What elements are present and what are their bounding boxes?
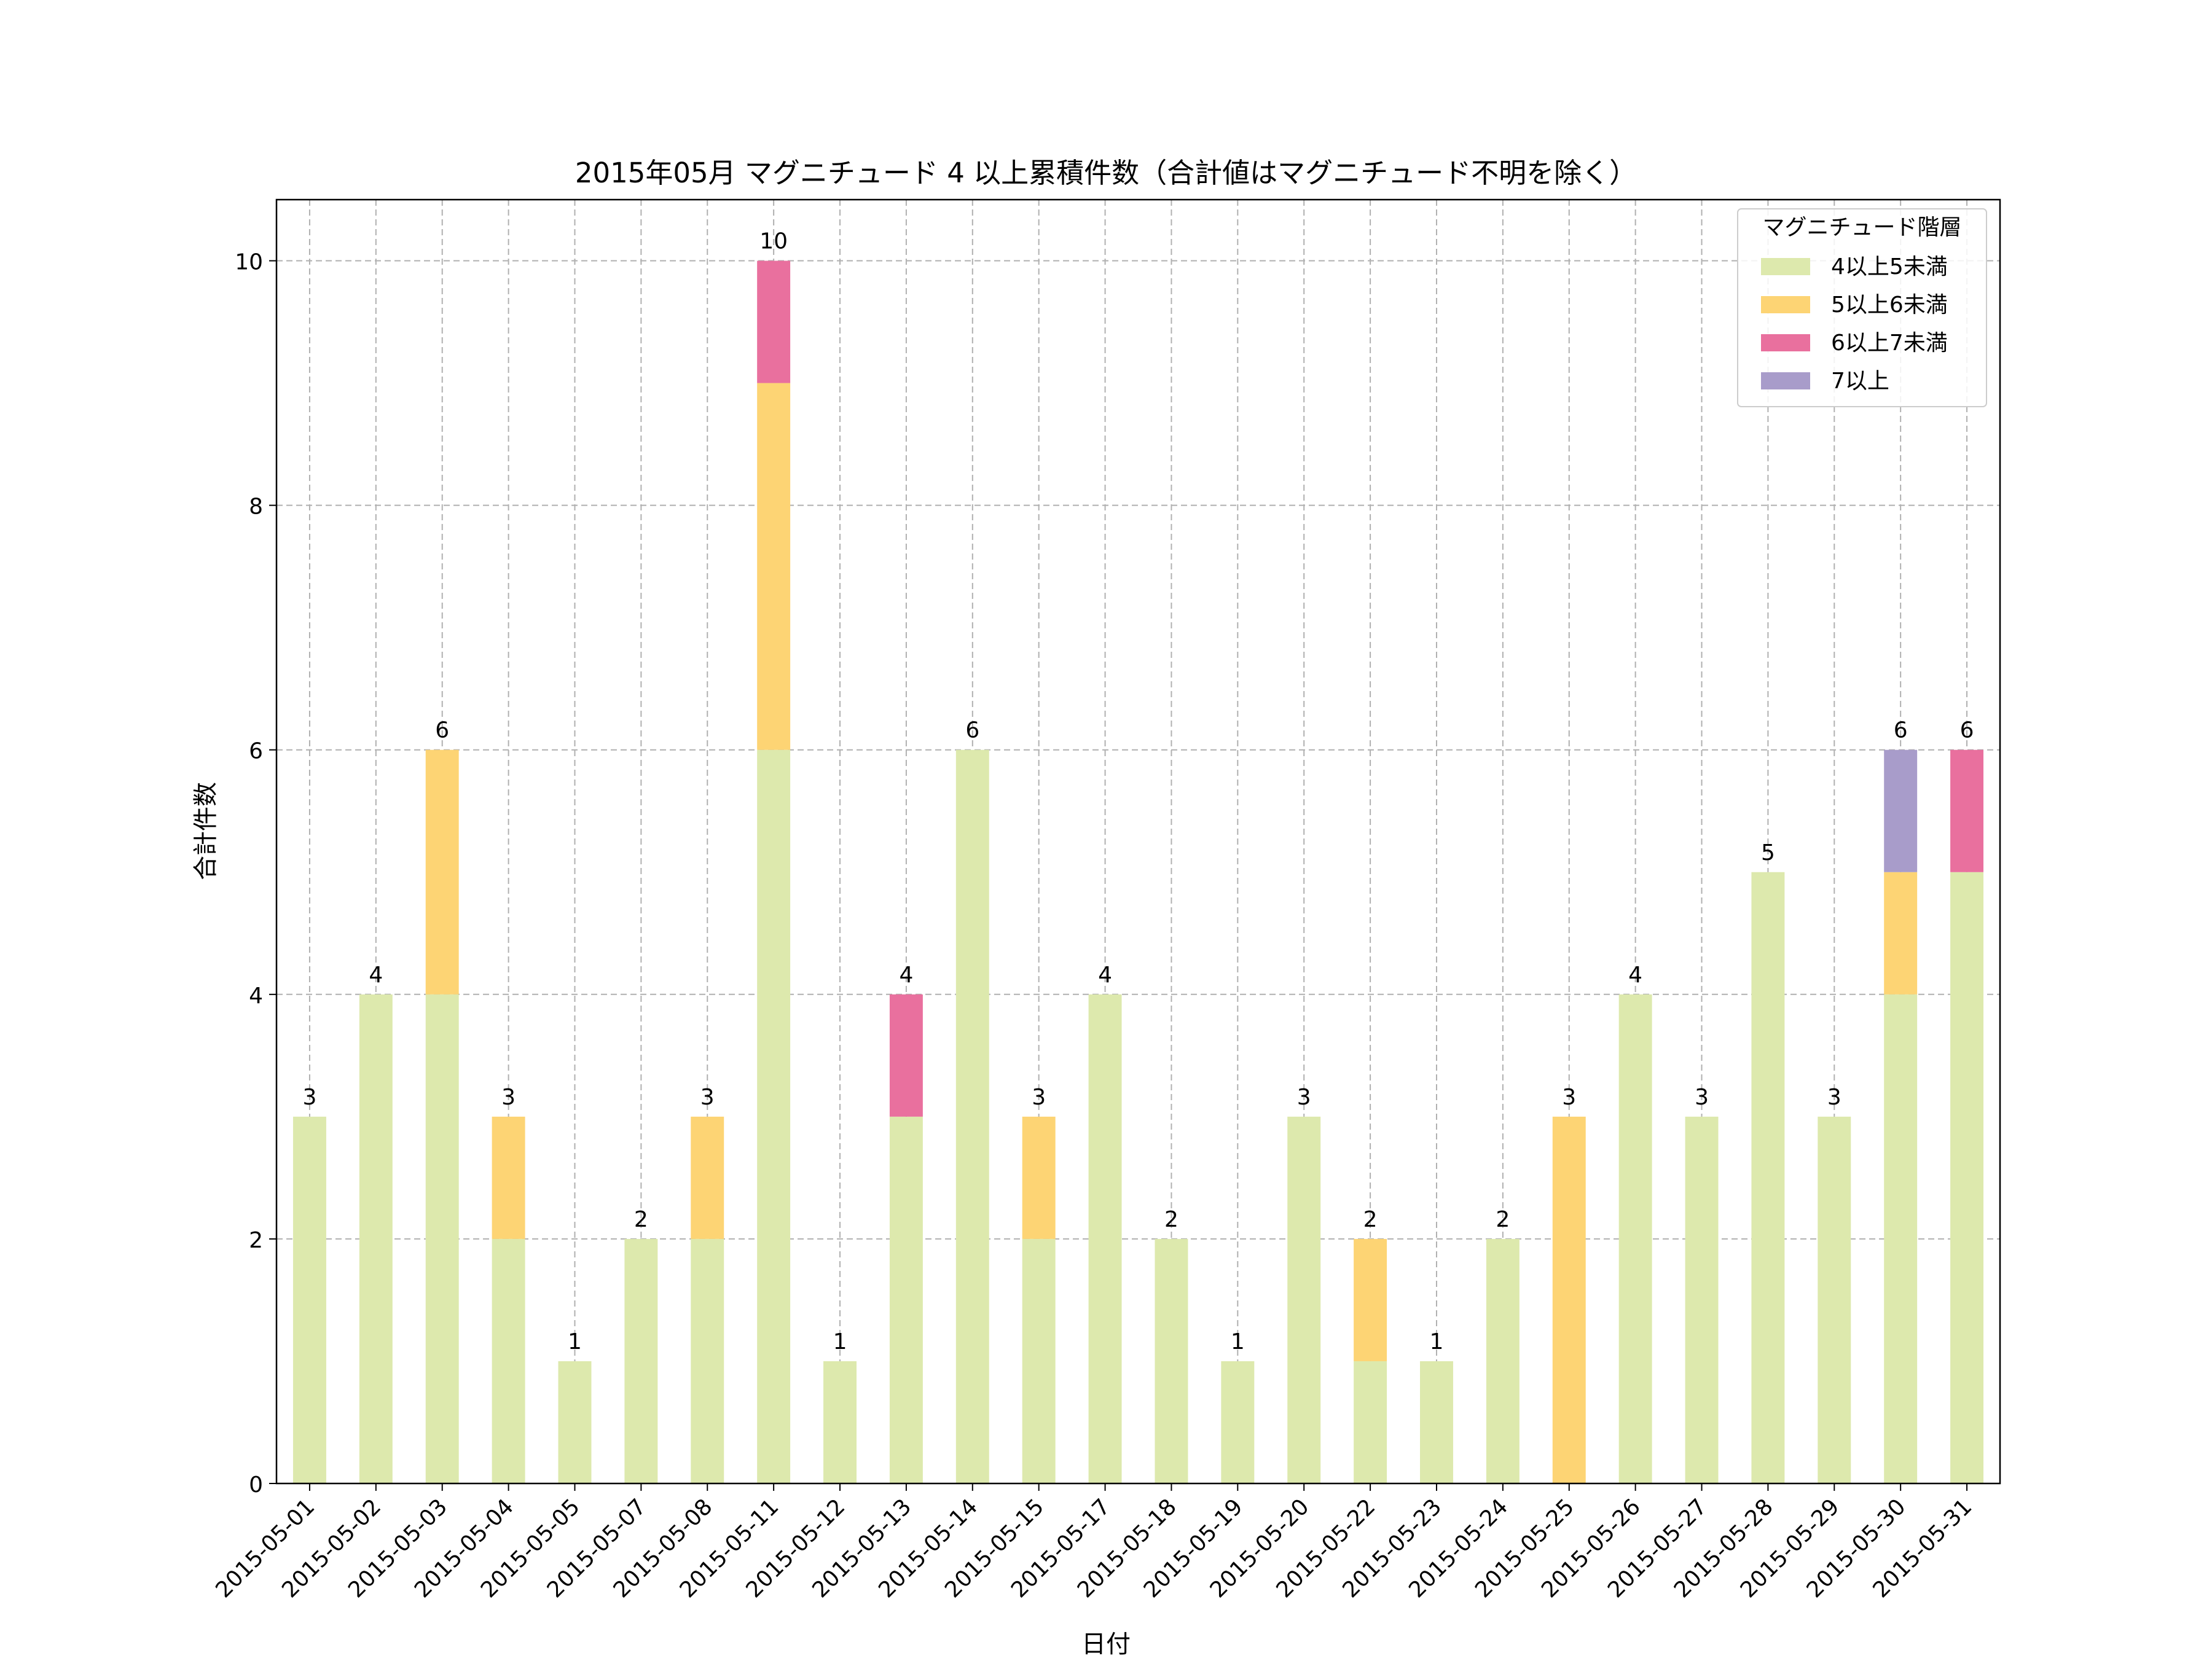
bar-total-label: 3 <box>700 1085 715 1110</box>
bar-segment <box>558 1361 592 1483</box>
bar-segment <box>1221 1361 1255 1483</box>
bar-total-label: 3 <box>1695 1085 1709 1110</box>
bar-total-label: 6 <box>1894 718 1908 743</box>
bar-segment <box>1088 994 1122 1483</box>
legend-swatch <box>1761 334 1810 351</box>
y-tick-label: 0 <box>249 1472 263 1498</box>
y-tick-label: 2 <box>249 1228 263 1253</box>
bar-total-label: 3 <box>1032 1085 1046 1110</box>
bar-segment <box>757 383 791 750</box>
bar-total-label: 3 <box>1827 1085 1841 1110</box>
bar-total-label: 5 <box>1761 840 1775 866</box>
bar-segment <box>1950 749 1984 872</box>
bar-segment <box>1884 749 1918 872</box>
bar-segment <box>292 1116 326 1483</box>
bar-segment <box>359 994 393 1483</box>
bar-segment <box>889 1116 923 1483</box>
bar-segment <box>492 1116 525 1239</box>
bar-segment <box>889 994 923 1117</box>
legend-label: 7以上 <box>1831 369 1889 394</box>
y-tick-label: 6 <box>249 739 263 764</box>
bar-segment <box>1884 994 1918 1483</box>
bar-total-label: 3 <box>1297 1085 1311 1110</box>
bar-segment <box>1155 1238 1188 1483</box>
bar-total-label: 1 <box>568 1329 582 1354</box>
legend-title: マグニチュード階層 <box>1762 215 1961 240</box>
bar-total-label: 3 <box>1562 1085 1576 1110</box>
legend-label: 6以上7未満 <box>1831 330 1948 356</box>
bar-segment <box>624 1238 658 1483</box>
y-axis-label: 合計件数 <box>192 782 220 880</box>
legend: マグニチュード階層 4以上5未満 5以上6未満 6以上7未満 7以上 <box>1737 208 1987 407</box>
bar-total-label: 1 <box>1231 1329 1245 1354</box>
bar-segment <box>1618 994 1652 1483</box>
bar-segment <box>1818 1116 1851 1483</box>
bar-segment <box>1884 872 1918 995</box>
x-axis-label: 日付 <box>1081 1630 1131 1659</box>
chart-title: 2015年05月 マグニチュード 4 以上累積件数（合計値はマグニチュード不明を… <box>575 157 1637 189</box>
bar-segment <box>425 994 459 1483</box>
bar-segment <box>691 1116 724 1239</box>
bar-segment <box>691 1238 724 1483</box>
y-tick-label: 4 <box>249 983 263 1009</box>
legend-swatch <box>1761 372 1810 389</box>
bar-segment <box>1751 872 1785 1483</box>
bar-total-label: 2 <box>1363 1207 1378 1232</box>
bar-total-label: 6 <box>1960 718 1974 743</box>
y-tick-label: 10 <box>235 250 263 275</box>
plot-frame <box>275 198 2001 1485</box>
bar-total-label: 4 <box>899 963 913 988</box>
bar-segment <box>1685 1116 1719 1483</box>
bar-segment <box>425 749 459 995</box>
bar-segment <box>757 749 791 1483</box>
y-tick-label: 8 <box>249 494 263 520</box>
bar-total-label: 3 <box>302 1085 316 1110</box>
bar-total-label: 2 <box>634 1207 648 1232</box>
legend-label: 4以上5未満 <box>1831 254 1948 279</box>
bar-total-label: 2 <box>1496 1207 1510 1232</box>
bar-segment <box>1486 1238 1520 1483</box>
bar-total-label: 6 <box>965 718 979 743</box>
bar-segment <box>492 1238 525 1483</box>
bar-segment <box>955 749 989 1483</box>
bar-total-label: 10 <box>759 229 788 254</box>
bar-segment <box>1552 1116 1586 1483</box>
bar-segment <box>1354 1361 1387 1483</box>
bar-total-label: 1 <box>833 1329 847 1354</box>
bar-total-label: 1 <box>1430 1329 1444 1354</box>
bar-segment <box>1354 1238 1387 1361</box>
bar-total-label: 4 <box>1098 963 1112 988</box>
legend-label: 5以上6未満 <box>1831 292 1948 318</box>
bar-segment <box>1287 1116 1321 1483</box>
bar-segment <box>1420 1361 1453 1483</box>
bar-total-label: 4 <box>369 963 383 988</box>
bar-segment <box>757 260 791 383</box>
legend-swatch <box>1761 296 1810 313</box>
bar-total-label: 2 <box>1164 1207 1179 1232</box>
bar-total-label: 4 <box>1628 963 1642 988</box>
legend-swatch <box>1761 258 1810 275</box>
bar-total-label: 3 <box>501 1085 516 1110</box>
bar-segment <box>1950 872 1984 1483</box>
bar-segment <box>823 1361 857 1483</box>
bar-segment <box>1022 1238 1056 1483</box>
bar-total-label: 6 <box>435 718 449 743</box>
bar-segment <box>1022 1116 1056 1239</box>
